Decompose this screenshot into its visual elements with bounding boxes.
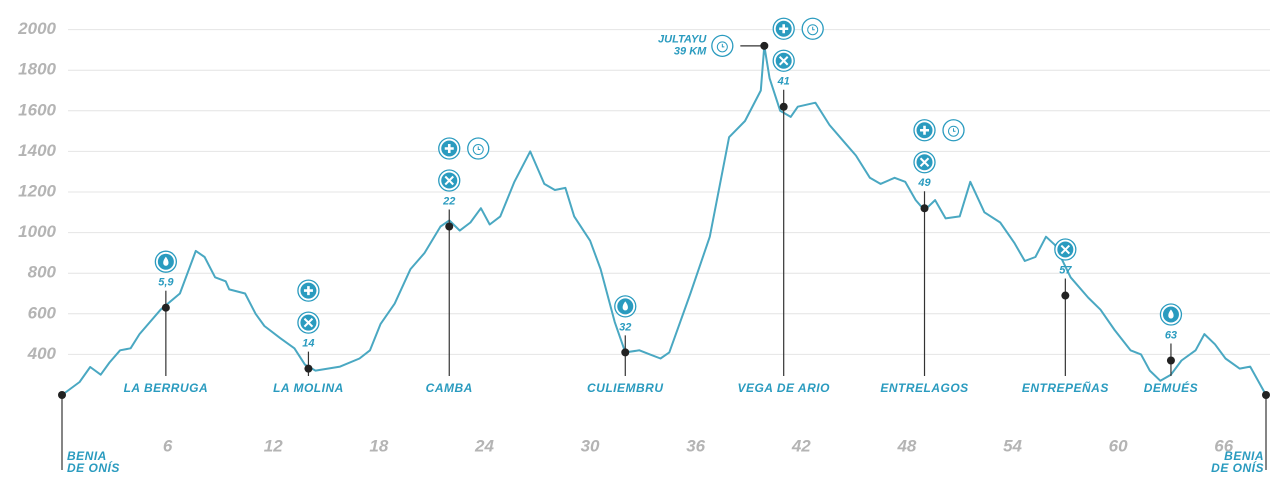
waypoint-dot [621,348,630,357]
waypoint-dot [1061,291,1070,300]
icon-water [614,295,637,318]
icon-fork [772,49,795,72]
x-tick-label: 66 [1214,436,1233,455]
icon-fork [438,169,461,192]
x-tick-label: 60 [1109,436,1128,455]
waypoint-dot [445,222,454,231]
icon-plus [444,144,454,154]
y-tick-label: 2000 [17,19,56,38]
y-tick-label: 1400 [18,141,56,160]
summit-dot [760,41,769,50]
icon-clock [467,137,490,160]
x-tick-label: 42 [791,436,811,455]
icon-clock [711,34,734,57]
waypoint-dot [304,364,313,373]
x-tick-label: 24 [474,436,494,455]
icon-drop [163,256,169,266]
waypoint-km: 14 [302,338,314,350]
y-tick-label: 800 [28,263,57,282]
end-dot [1262,391,1270,399]
icon-plus [297,279,320,302]
y-tick-label: 400 [27,344,57,363]
icon-face [948,125,960,137]
icon-water [154,250,178,273]
icon-fork [778,56,789,66]
icon-face [716,41,728,53]
waypoint-dot [161,303,170,312]
icon-drop [1168,309,1174,319]
icon-hands [953,128,956,132]
waypoint-name: CAMBA [426,381,473,395]
icon-plus [438,137,461,160]
y-tick-label: 1800 [18,60,56,79]
waypoint-name: DEMUÉS [1144,380,1198,395]
start-label: DE ONÍS [67,460,120,475]
icon-plus [913,119,936,142]
x-tick-label: 48 [896,436,916,455]
waypoint-km: 49 [917,177,931,189]
summit-label: JULTAYU [658,34,707,46]
waypoint-km: 5,9 [158,277,174,289]
icon-plus [303,286,313,296]
icon-fork [1054,238,1077,261]
waypoint-name: LA BERRUGA [124,381,209,395]
end-label: DE ONÍS [1211,460,1264,475]
icon-plus [779,24,789,34]
icon-fork [913,151,936,174]
waypoint-dot [779,102,788,111]
waypoint-km: 41 [777,76,790,88]
icon-fork [297,311,320,334]
waypoint-name: LA MOLINA [273,381,344,395]
waypoint-km: 63 [1165,329,1177,341]
x-tick-label: 36 [686,436,705,455]
icon-face [807,24,819,36]
icon-clock [801,17,824,40]
icon-hands [721,43,725,48]
waypoint-dot [920,204,929,213]
x-tick-label: 12 [264,436,283,455]
icon-face [472,144,484,156]
waypoint-name: ENTREPEÑAS [1022,380,1109,395]
waypoint-name: ENTRELAGOS [880,381,968,395]
x-tick-label: 30 [581,436,600,455]
icon-hands [812,26,815,31]
icon-plus [772,17,795,40]
icon-drop [622,301,628,311]
y-tick-label: 600 [28,303,57,322]
waypoint-km: 22 [442,195,455,207]
x-tick-label: 18 [369,436,388,455]
icon-fork [919,157,930,167]
waypoint-km: 57 [1059,264,1072,276]
start-label: BENIA [67,449,107,463]
x-tick-label: 54 [1003,436,1022,455]
summit-label: 39 KM [674,46,707,58]
profile-line [61,44,1267,396]
x-tick-label: 6 [163,436,173,455]
icon-hands [477,146,481,151]
y-tick-label: 1600 [18,100,56,119]
waypoint-km: 32 [619,321,631,333]
waypoint-dot [1166,356,1175,365]
icon-fork [1060,244,1071,255]
icon-plus [920,125,930,135]
icon-fork [444,175,454,186]
y-tick-label: 1200 [18,181,56,200]
icon-fork [303,317,314,328]
icon-clock [942,119,965,142]
start-dot [58,391,66,399]
end-label: BENIA [1224,449,1264,463]
waypoint-name: CULIEMBRU [587,381,664,395]
icon-water [1159,303,1183,326]
y-tick-label: 1000 [18,222,56,241]
waypoint-name: VEGA DE ARIO [737,381,830,395]
